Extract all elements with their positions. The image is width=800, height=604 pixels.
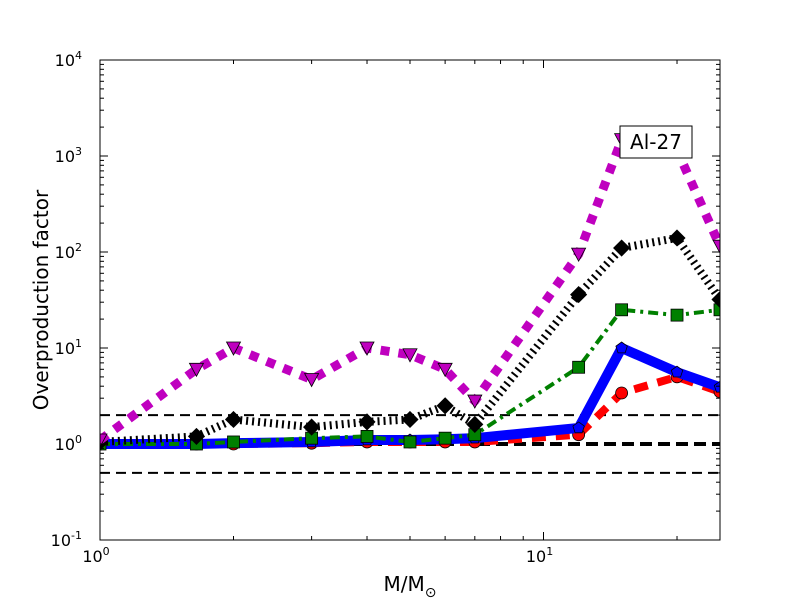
data-point [225,341,242,356]
data-point [572,360,586,374]
y-axis-label: Overproduction factor [29,189,53,410]
y-tick-label: 103 [55,145,82,166]
annotation-box: Al-27 [619,125,693,159]
series-line [100,307,720,446]
data-point [438,431,452,445]
data-point [615,386,629,400]
data-point [437,362,453,378]
data-point [572,421,585,434]
data-point [668,229,686,247]
data-point [187,427,206,445]
y-tick-label: 102 [55,241,82,262]
series-2 [100,303,720,451]
data-point [712,239,720,255]
data-point [467,394,483,409]
annotation-label: Al-27 [630,130,682,154]
data-point [713,303,720,317]
series-3 [100,229,720,451]
data-point [670,308,684,322]
data-point [303,418,321,436]
data-point [613,239,631,257]
data-point [224,410,243,429]
data-point [188,362,205,378]
x-tick-label: 101 [526,545,553,566]
y-tick-label: 100 [55,433,82,454]
data-point [436,397,454,415]
data-point [615,341,628,354]
y-tick-label: 10-1 [51,529,82,550]
data-point [670,365,684,378]
x-axis-label: M/M⊙ [384,572,437,600]
data-point [615,303,629,317]
data-point [402,348,418,363]
data-point [358,413,376,431]
data-point [360,429,374,443]
data-point [303,373,320,388]
y-tick-label: 104 [55,49,82,70]
series-group [100,133,720,451]
series-4 [100,133,720,448]
y-tick-label: 101 [55,337,82,358]
data-point [570,286,588,304]
data-point [711,290,720,309]
data-point [570,247,587,262]
data-point [466,415,484,433]
data-point [401,410,419,429]
data-point [359,341,375,356]
data-point [227,435,240,449]
data-point [403,435,417,449]
x-tick-label: 100 [82,545,109,566]
